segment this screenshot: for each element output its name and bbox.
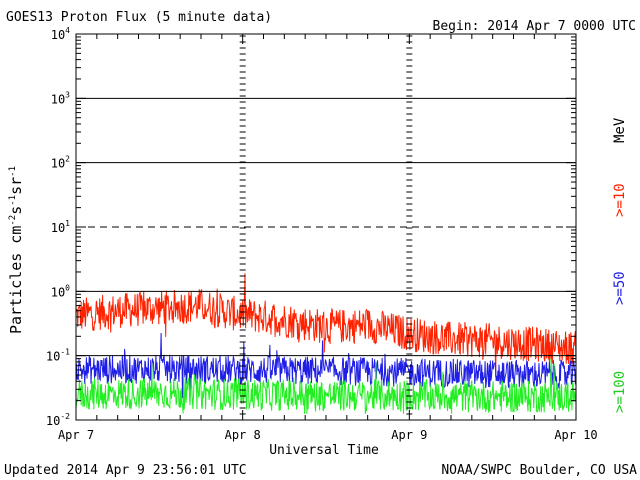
legend-unit: MeV — [612, 117, 628, 143]
y-tick-label: 10-1 — [46, 348, 70, 364]
source-credit: NOAA/SWPC Boulder, CO USA — [441, 463, 637, 478]
x-tick-label: Apr 7 — [58, 428, 94, 442]
y-axis-label: Particles cm-2s-1sr-1 — [7, 166, 25, 334]
legend-ge10: >=10 — [612, 183, 628, 217]
series-line-2 — [75, 358, 577, 414]
x-axis-label: Universal Time — [269, 443, 379, 458]
y-tick-label: 102 — [51, 155, 70, 171]
y-tick-label: 103 — [51, 90, 70, 106]
series-line-0 — [75, 273, 577, 378]
y-tick-label: 101 — [51, 219, 70, 235]
legend-ge50: >=50 — [612, 271, 628, 305]
y-tick-label: 100 — [51, 283, 70, 299]
x-tick-label: Apr 9 — [391, 428, 427, 442]
y-tick-label: 10-2 — [46, 412, 70, 428]
x-tick-label: Apr 10 — [554, 428, 597, 442]
updated-time: Updated 2014 Apr 9 23:56:01 UTC — [4, 463, 247, 478]
legend-ge100: >=100 — [612, 371, 628, 413]
y-tick-label: 104 — [51, 26, 70, 42]
chart-title: GOES13 Proton Flux (5 minute data) — [6, 10, 272, 25]
x-tick-label: Apr 8 — [225, 428, 261, 442]
series-line-1 — [75, 332, 577, 404]
begin-time: Begin: 2014 Apr 7 0000 UTC — [433, 19, 637, 34]
